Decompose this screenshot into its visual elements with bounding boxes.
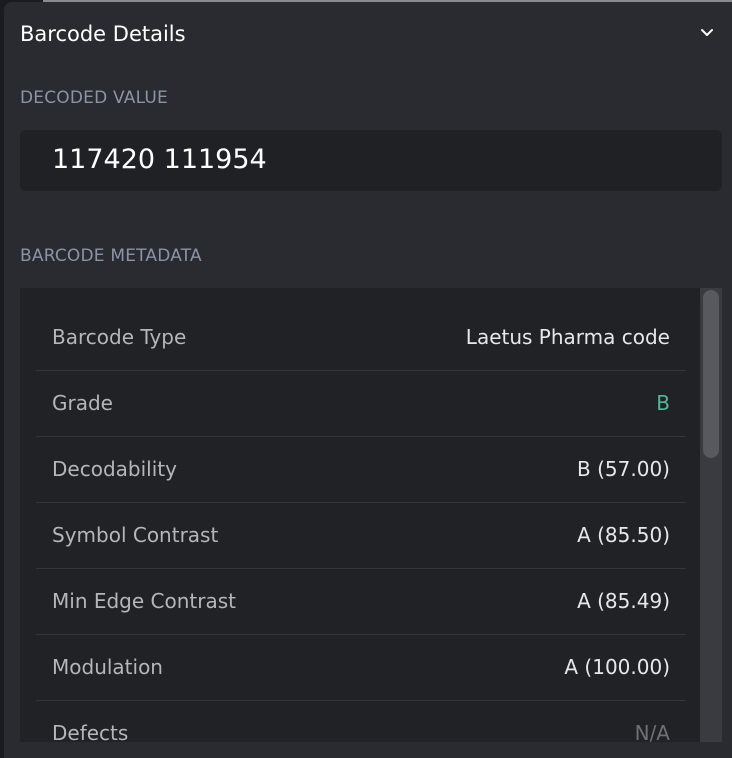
decoded-value-box: 117420 111954 xyxy=(20,130,722,191)
scrollbar-thumb[interactable] xyxy=(703,290,719,458)
decoded-value-label: DECODED VALUE xyxy=(20,88,168,108)
metadata-row: Grade B xyxy=(36,370,686,437)
metadata-value: B (57.00) xyxy=(577,457,670,481)
metadata-row: Decodability B (57.00) xyxy=(36,436,686,503)
metadata-value: Laetus Pharma code xyxy=(465,325,670,349)
chevron-down-icon[interactable] xyxy=(698,24,716,42)
barcode-details-panel: Barcode Details DECODED VALUE 117420 111… xyxy=(4,2,732,758)
panel-title: Barcode Details xyxy=(20,22,186,46)
metadata-key: Decodability xyxy=(52,457,177,481)
metadata-value: B xyxy=(656,391,670,415)
scrollbar[interactable] xyxy=(700,288,722,742)
metadata-row: Min Edge Contrast A (85.49) xyxy=(36,568,686,635)
metadata-value: N/A xyxy=(634,721,670,742)
metadata-key: Grade xyxy=(52,391,113,415)
decoded-value: 117420 111954 xyxy=(52,144,267,175)
metadata-row: Symbol Contrast A (85.50) xyxy=(36,502,686,569)
barcode-metadata-label: BARCODE METADATA xyxy=(20,246,202,266)
metadata-value: A (100.00) xyxy=(564,655,670,679)
metadata-row: Modulation A (100.00) xyxy=(36,634,686,701)
metadata-key: Symbol Contrast xyxy=(52,523,219,547)
metadata-key: Min Edge Contrast xyxy=(52,589,236,613)
metadata-value: A (85.49) xyxy=(577,589,670,613)
metadata-list: Defects N/A Modulation A (100.00) Min Edge C… xyxy=(20,288,722,742)
top-divider xyxy=(43,0,732,2)
metadata-row: Barcode Type Laetus Pharma code xyxy=(36,304,686,371)
metadata-key: Modulation xyxy=(52,655,163,679)
metadata-value: A (85.50) xyxy=(577,523,670,547)
metadata-row: Defects N/A xyxy=(36,700,686,742)
metadata-key: Defects xyxy=(52,721,129,742)
metadata-key: Barcode Type xyxy=(52,325,187,349)
